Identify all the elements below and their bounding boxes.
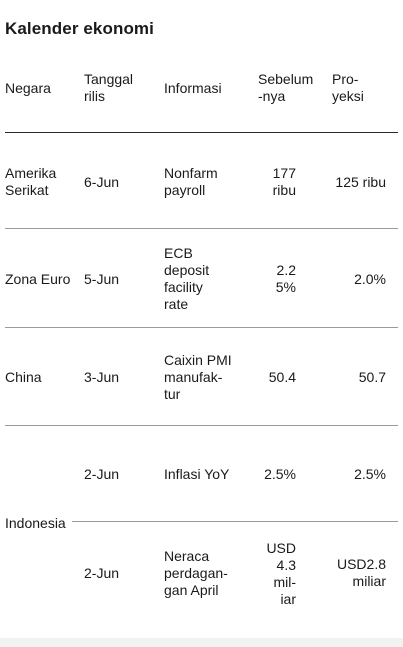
row2-sebelum-line2: 5% <box>275 279 296 295</box>
row1-informasi-line1: Nonfarm <box>164 165 218 181</box>
row4-sebelum: 2.5% <box>264 466 296 482</box>
row5-sebelum-line1: USD <box>266 540 296 556</box>
row5-informasi-line3: gan April <box>164 582 219 598</box>
sub-row-divider <box>72 521 398 522</box>
header-tanggal-line2: rilis <box>84 88 105 104</box>
row5-informasi: Neraca perdagan- gan April <box>164 548 228 599</box>
row5-proyeksi-line1: USD2.8 <box>336 556 386 572</box>
header-sebelum: Sebelum -nya <box>258 71 313 105</box>
header-proyeksi-line1: Pro- <box>332 71 359 87</box>
row1-sebelum-line2: ribu <box>272 182 296 198</box>
row2-tanggal: 5-Jun <box>84 271 120 287</box>
header-tanggal-line1: Tanggal <box>84 71 134 87</box>
row1-negara-line2: Serikat <box>5 182 49 198</box>
page-title: Kalender ekonomi <box>5 19 154 38</box>
row5-sebelum-line2: 4.3 <box>276 557 296 573</box>
page-bottom-strip <box>0 638 403 647</box>
row5-sebelum-line3: mil- <box>273 574 296 590</box>
row3-informasi-line1: Caixin PMI <box>164 352 232 368</box>
row3-proyeksi: 50.7 <box>358 369 386 385</box>
row1-proyeksi: 125 ribu <box>335 174 386 190</box>
row3-sebelum: 50.4 <box>268 369 296 385</box>
header-sebelum-line1: Sebelum <box>258 71 314 87</box>
row5-proyeksi-line2: miliar <box>352 573 386 589</box>
row2-proyeksi: 2.0% <box>354 271 386 287</box>
row-divider <box>5 327 398 328</box>
row1-negara: Amerika Serikat <box>5 165 56 199</box>
row1-tanggal: 6-Jun <box>84 174 120 190</box>
row1-informasi-line2: payroll <box>164 182 206 198</box>
row5-tanggal: 2-Jun <box>84 565 120 581</box>
row3-tanggal: 3-Jun <box>84 369 120 385</box>
header-tanggal: Tanggal rilis <box>84 71 133 105</box>
header-negara: Negara <box>5 80 51 96</box>
row3-informasi-line3: tur <box>164 386 181 402</box>
row3-negara: China <box>5 369 42 385</box>
row2-sebelum-line1: 2.2 <box>276 262 296 278</box>
row1-informasi: Nonfarm payroll <box>164 165 218 199</box>
row4-tanggal: 2-Jun <box>84 466 120 482</box>
row2-informasi: ECB deposit facility rate <box>164 245 209 313</box>
header-proyeksi: Pro- yeksi <box>332 71 364 105</box>
row4-proyeksi: 2.5% <box>354 466 386 482</box>
row5-sebelum-line4: iar <box>280 591 296 607</box>
row2-informasi-line2: deposit <box>164 262 210 278</box>
row5-informasi-line1: Neraca <box>164 548 210 564</box>
row-divider <box>5 425 398 426</box>
row3-informasi-line2: manufak- <box>164 369 223 385</box>
row2-negara: Zona Euro <box>5 271 71 287</box>
row1-negara-line1: Amerika <box>5 165 57 181</box>
header-divider <box>5 132 398 133</box>
row5-sebelum: USD 4.3 mil- iar <box>248 540 296 608</box>
row4-negara: Indonesia <box>5 515 66 531</box>
header-sebelum-line2: -nya <box>258 88 286 104</box>
row1-sebelum-line1: 177 <box>272 165 296 181</box>
row2-informasi-line4: rate <box>164 296 189 312</box>
row3-informasi: Caixin PMI manufak- tur <box>164 352 232 403</box>
row2-informasi-line3: facility <box>164 279 203 295</box>
row4-informasi: Inflasi YoY <box>164 466 230 482</box>
row2-informasi-line1: ECB <box>164 245 193 261</box>
header-proyeksi-line2: yeksi <box>332 88 364 104</box>
row-divider <box>5 228 398 229</box>
row1-sebelum: 177 ribu <box>248 165 296 199</box>
header-informasi: Informasi <box>164 80 222 96</box>
row5-proyeksi: USD2.8 miliar <box>318 556 386 590</box>
row5-informasi-line2: perdagan- <box>164 565 228 581</box>
row2-sebelum: 2.2 5% <box>248 262 296 296</box>
